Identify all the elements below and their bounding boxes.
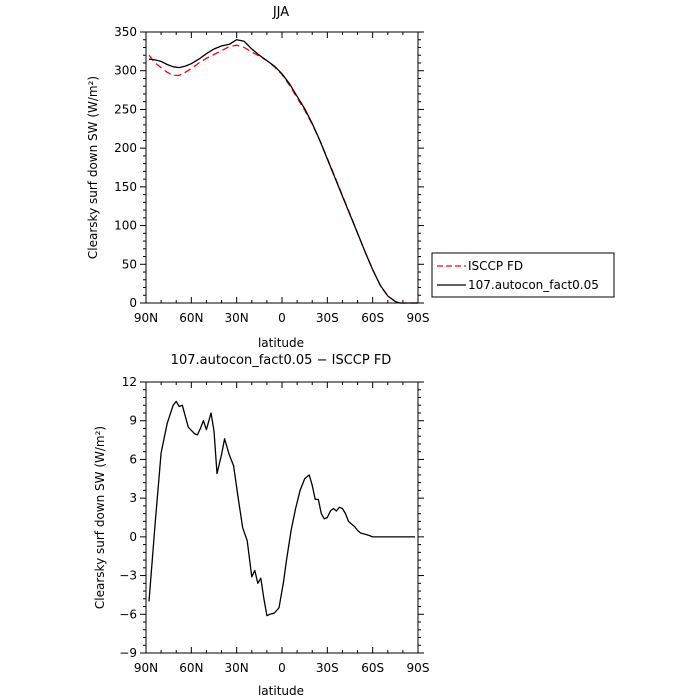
y-tick-label: −3 (119, 569, 137, 583)
y-tick-label: 12 (122, 375, 137, 389)
bottom-x-axis-label: latitude (258, 684, 304, 698)
series-line-0-1 (148, 39, 418, 304)
y-tick-label: 350 (114, 25, 137, 39)
x-tick-label: 90S (407, 311, 430, 325)
legend-box (431, 252, 615, 298)
y-tick-label: 100 (114, 219, 137, 233)
x-tick-label: 30N (225, 311, 249, 325)
x-tick-label: 0 (278, 311, 286, 325)
top-x-axis-label: latitude (258, 336, 304, 350)
series-line-0-0 (148, 44, 418, 304)
y-tick-label: 0 (129, 530, 137, 544)
x-tick-label: 90N (134, 661, 158, 675)
x-tick-label: 30N (225, 661, 249, 675)
y-tick-label: 250 (114, 102, 137, 116)
top-chart-title: JJA (272, 5, 289, 20)
x-tick-label: 90S (407, 661, 430, 675)
x-tick-label: 60N (179, 311, 203, 325)
bottom-chart-title: 107.autocon_fact0.05 − ISCCP FD (171, 353, 392, 368)
x-tick-label: 0 (278, 661, 286, 675)
series-line-1-0 (148, 400, 415, 617)
y-tick-label: −6 (119, 607, 137, 621)
y-tick-label: 50 (122, 257, 137, 271)
x-tick-label: 60S (361, 311, 384, 325)
plot-frame (145, 31, 419, 304)
top-y-axis-label: Clearsky surf down SW (W/m²) (86, 76, 100, 259)
bottom-y-axis-label: Clearsky surf down SW (W/m²) (93, 426, 107, 609)
y-tick-label: 200 (114, 141, 137, 155)
y-tick-label: 6 (129, 452, 137, 466)
legend: ISCCP FD 107.autocon_fact0.05 (431, 252, 615, 298)
x-tick-label: 30S (316, 661, 339, 675)
y-tick-label: 3 (129, 491, 137, 505)
y-tick-label: −9 (119, 646, 137, 660)
y-tick-label: 0 (129, 296, 137, 310)
x-tick-label: 30S (316, 311, 339, 325)
y-tick-label: 300 (114, 64, 137, 78)
x-tick-label: 60N (179, 661, 203, 675)
y-tick-label: 150 (114, 180, 137, 194)
y-tick-label: 9 (129, 414, 137, 428)
x-tick-label: 90N (134, 311, 158, 325)
bottom-panel: 107.autocon_fact0.05 − ISCCP FD Clearsky… (93, 353, 429, 698)
legend-label-model: 107.autocon_fact0.05 (468, 278, 599, 292)
x-tick-label: 60S (361, 661, 384, 675)
top-panel: JJA Clearsky surf down SW (W/m²) latitud… (86, 5, 429, 350)
legend-label-isccp: ISCCP FD (468, 259, 523, 273)
